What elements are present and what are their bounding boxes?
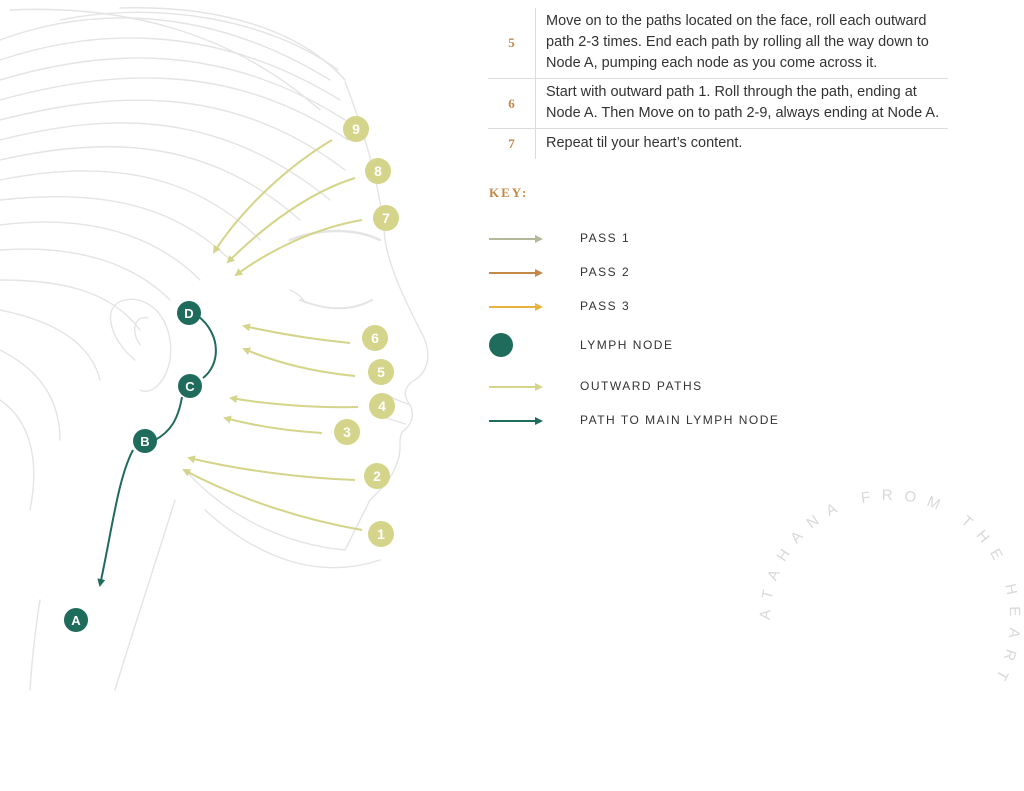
svg-text:ATAHANA FROM THE HEART: ATAHANA FROM THE HEART [757,487,1024,693]
outward-path-4 [229,395,359,409]
key-label: PATH TO MAIN LYMPH NODE [580,413,780,427]
outward-path-6 [242,323,351,344]
key-label: OUTWARD PATHS [580,379,703,393]
step-number: 5 [488,8,536,79]
step-row: 5 Move on to the paths located on the fa… [488,8,948,79]
outward-path-9 [212,139,333,254]
key-item-lymph-node: LYMPH NODE [489,333,909,357]
key-label: PASS 3 [580,299,631,313]
svg-text:2: 2 [373,468,381,484]
svg-text:B: B [140,434,149,449]
outward-path-8 [226,177,356,264]
key-item-pass-3: PASS 3 [489,297,909,317]
outward-path-5 [242,347,356,377]
svg-text:D: D [184,306,193,321]
svg-text:1: 1 [377,526,385,542]
face-line-art [0,7,429,691]
outward-path-3 [223,415,323,434]
key-label: LYMPH NODE [580,338,674,352]
outward-path-arrow-icon [489,383,543,391]
svg-text:7: 7 [382,210,390,226]
step-number: 6 [488,78,536,129]
step-text: Repeat til your heart’s content. [535,128,948,159]
key-title: KEY: [489,185,529,200]
key-item-path-to-main-node: PATH TO MAIN LYMPH NODE [489,411,909,431]
step-text: Start with outward path 1. Roll through … [535,78,948,129]
step-row: 6 Start with outward path 1. Roll throug… [488,78,948,129]
lymph-node-c: C [178,374,202,398]
outward-path-1 [182,469,363,531]
outward-path-2 [187,455,356,481]
svg-text:5: 5 [377,364,385,380]
svg-text:4: 4 [378,398,386,414]
lymph-nodes: D C B A [64,301,202,632]
path-badge-3: 3 [334,419,360,445]
path-badge-1: 1 [368,521,394,547]
step-row: 7 Repeat til your heart’s content. [488,128,948,159]
path-to-main-lymph-node [100,315,217,585]
key-item-pass-1: PASS 1 [489,229,909,249]
key-label: PASS 1 [580,231,631,245]
path-badge-4: 4 [369,393,395,419]
path-badge-2: 2 [364,463,390,489]
path-badges: 9 8 7 6 5 4 3 2 1 [334,116,399,547]
outward-path-7 [234,219,363,277]
svg-text:3: 3 [343,424,351,440]
lymph-node-d: D [177,301,201,325]
path-badge-8: 8 [365,158,391,184]
pass-3-arrow-icon [489,303,543,311]
steps-table: 5 Move on to the paths located on the fa… [488,8,948,159]
svg-text:6: 6 [371,330,379,346]
lymph-node-b: B [133,429,157,453]
key-item-pass-2: PASS 2 [489,263,909,283]
step-text: Move on to the paths located on the face… [546,13,929,71]
path-badge-7: 7 [373,205,399,231]
lymph-node-a: A [64,608,88,632]
lymph-node-dot-icon [489,333,513,357]
pass-1-arrow-icon [489,235,543,243]
svg-text:A: A [71,613,81,628]
path-badge-6: 6 [362,325,388,351]
path-badge-5: 5 [368,359,394,385]
step-number: 7 [488,128,536,159]
outward-paths [182,139,363,531]
key-item-outward-paths: OUTWARD PATHS [489,377,909,397]
svg-text:9: 9 [352,121,360,137]
key-label: PASS 2 [580,265,631,279]
path-badge-9: 9 [343,116,369,142]
svg-text:8: 8 [374,163,382,179]
pass-2-arrow-icon [489,269,543,277]
svg-text:C: C [185,379,195,394]
main-node-path-arrow-icon [489,417,543,425]
